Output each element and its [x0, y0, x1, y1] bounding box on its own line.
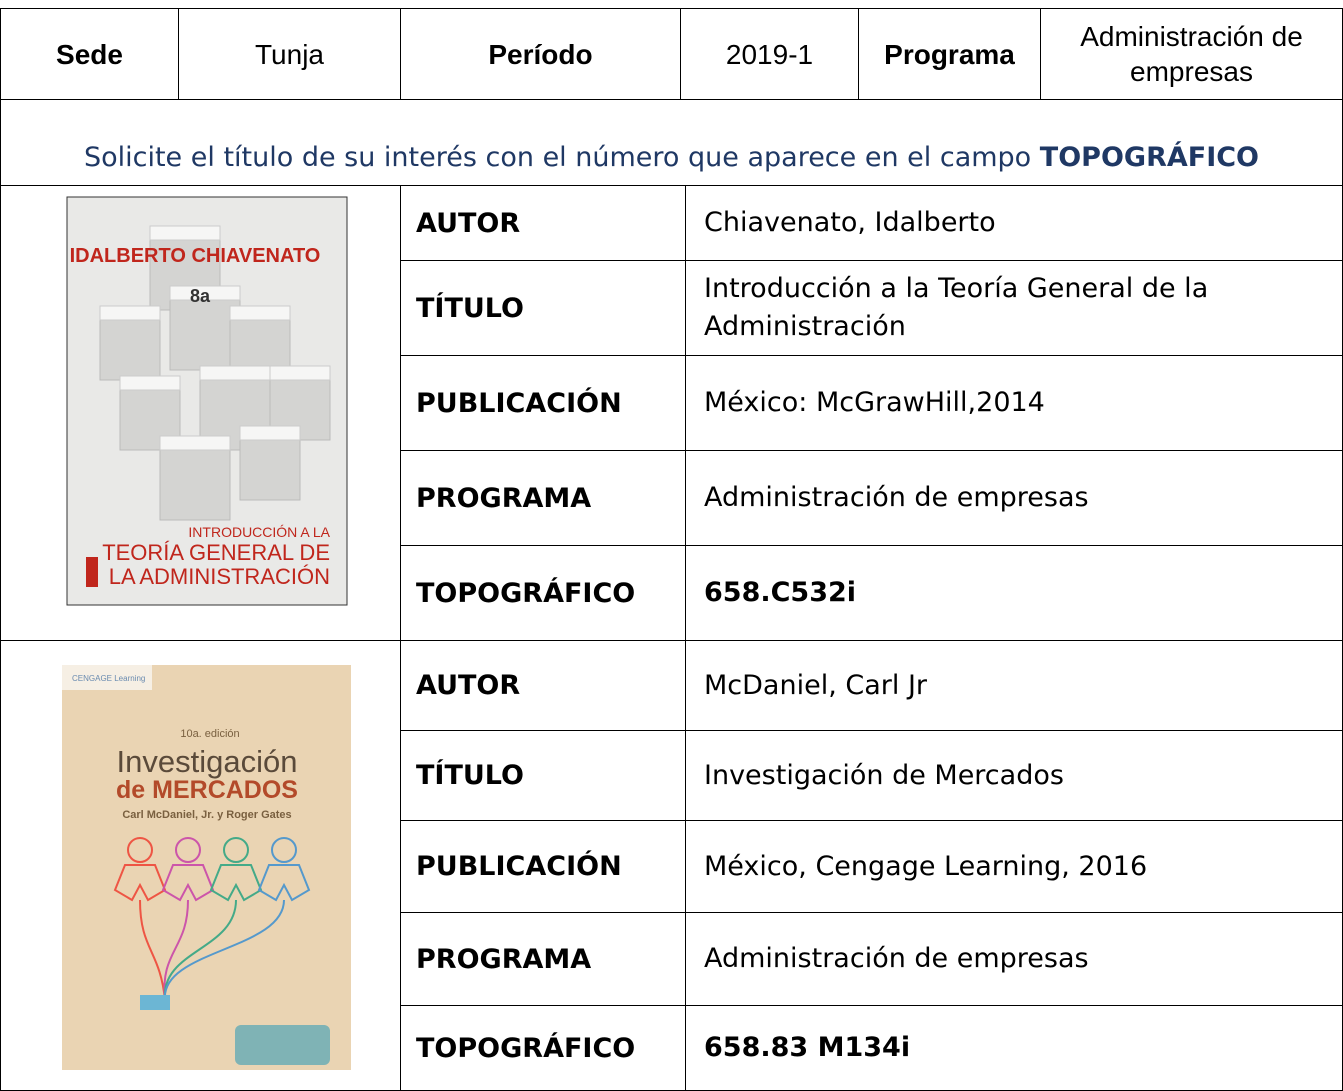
- label-cell: TOPOGRÁFICO: [400, 1005, 686, 1091]
- cell: Período: [400, 8, 681, 100]
- label-cell: TÍTULO: [400, 260, 686, 356]
- cell: Programa: [858, 8, 1041, 100]
- cell: 2019-1: [680, 8, 859, 100]
- notice-text: Solicite el título de su interés con el …: [83, 142, 1032, 173]
- label-cell: AUTOR: [400, 185, 686, 261]
- cell: Administración de empresas: [1040, 8, 1343, 100]
- label-cell: TOPOGRÁFICO: [400, 545, 686, 641]
- value-cell: Introducción a la Teoría General de la A…: [685, 260, 1343, 356]
- notice: Solicite el título de su interés con el …: [0, 99, 1343, 186]
- label-cell: AUTOR: [400, 640, 686, 731]
- label-cell: PUBLICACIÓN: [400, 820, 686, 913]
- label-cell: PUBLICACIÓN: [400, 355, 686, 451]
- value-cell: Investigación de Mercados: [685, 730, 1343, 821]
- value-cell: McDaniel, Carl Jr: [685, 640, 1343, 731]
- value-cell: Administración de empresas: [685, 450, 1343, 546]
- label-cell: PROGRAMA: [400, 450, 686, 546]
- cover-cell: [0, 640, 401, 1091]
- value-cell: 658.C532i: [685, 545, 1343, 641]
- notice-emphasis: TOPOGRÁFICO: [1039, 142, 1260, 173]
- value-cell: México: McGrawHill,2014: [685, 355, 1343, 451]
- label-cell: TÍTULO: [400, 730, 686, 821]
- value-cell: Chiavenato, Idalberto: [685, 185, 1343, 261]
- value-cell: Administración de empresas: [685, 912, 1343, 1006]
- cover-cell: [0, 185, 401, 641]
- label-cell: PROGRAMA: [400, 912, 686, 1006]
- value-cell: México, Cengage Learning, 2016: [685, 820, 1343, 913]
- cell: Tunja: [178, 8, 401, 100]
- cell: Sede: [0, 8, 179, 100]
- value-cell: 658.83 M134i: [685, 1005, 1343, 1091]
